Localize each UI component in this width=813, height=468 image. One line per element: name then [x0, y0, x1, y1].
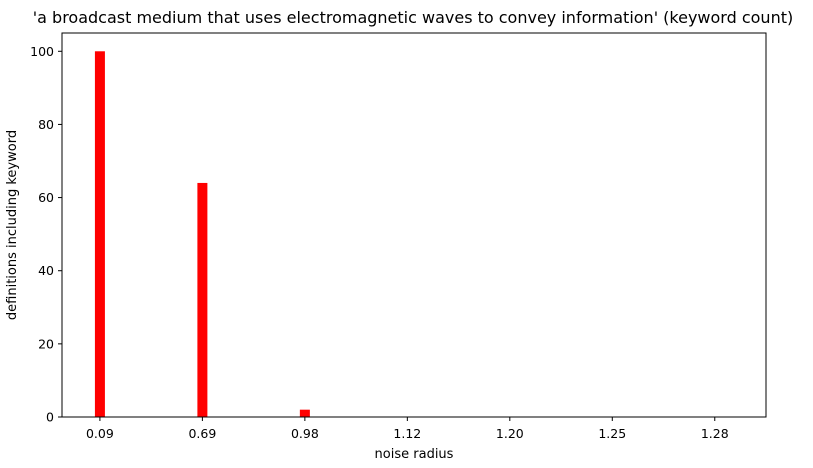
- y-axis: 0 20 40 60 80 100: [30, 44, 62, 425]
- y-tick-label: 60: [38, 190, 54, 205]
- plot-frame: [61, 32, 767, 418]
- y-axis-label: definitions including keyword: [5, 130, 20, 320]
- x-axis-label: noise radius: [375, 447, 454, 462]
- x-tick-label: 1.28: [701, 426, 729, 441]
- x-tick-label: 1.12: [393, 426, 421, 441]
- x-tick-label: 1.20: [496, 426, 524, 441]
- x-tick-label: 1.25: [598, 426, 626, 441]
- x-axis: 0.09 0.69 0.98 1.12 1.20 1.25 1.28: [86, 417, 729, 441]
- y-tick-label: 100: [30, 44, 54, 59]
- bar: [299, 409, 310, 417]
- y-tick-label: 40: [38, 263, 54, 278]
- plot-area: [61, 32, 767, 418]
- x-tick-label: 0.98: [291, 426, 319, 441]
- y-tick-label: 0: [46, 410, 54, 425]
- bar: [197, 182, 208, 417]
- chart-title: 'a broadcast medium that uses electromag…: [33, 8, 793, 27]
- y-tick-label: 20: [38, 336, 54, 351]
- x-tick-label: 0.69: [188, 426, 216, 441]
- y-tick-label: 80: [38, 117, 54, 132]
- bar: [94, 51, 105, 418]
- x-tick-label: 0.09: [86, 426, 114, 441]
